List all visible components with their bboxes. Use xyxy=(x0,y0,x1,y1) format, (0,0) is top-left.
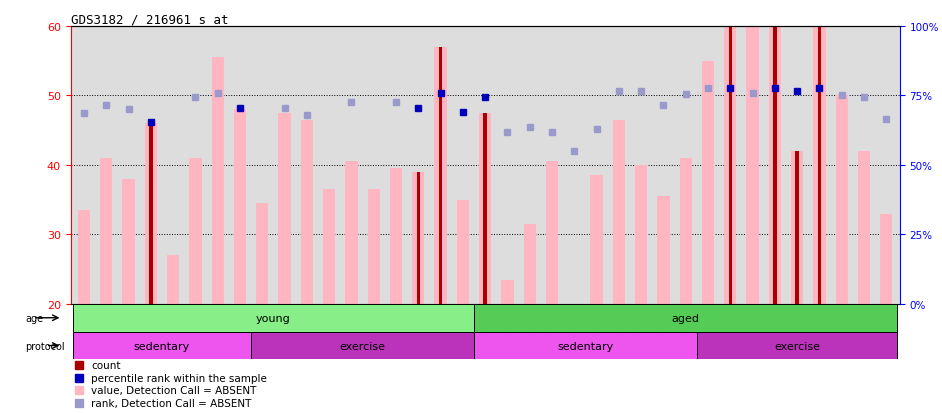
Bar xyxy=(501,280,513,304)
Bar xyxy=(474,304,898,332)
Bar xyxy=(612,121,625,304)
Bar xyxy=(658,197,670,304)
Bar xyxy=(390,169,402,304)
Bar xyxy=(189,159,202,304)
Bar xyxy=(346,162,358,304)
Text: rank, Detection Call = ABSENT: rank, Detection Call = ABSENT xyxy=(91,398,252,408)
Bar xyxy=(880,214,892,304)
Text: exercise: exercise xyxy=(774,341,820,351)
Text: age: age xyxy=(25,313,43,323)
Bar xyxy=(813,27,825,304)
Bar xyxy=(122,179,135,304)
Bar xyxy=(773,27,776,304)
Bar xyxy=(483,114,487,304)
Bar xyxy=(323,190,335,304)
Bar xyxy=(300,121,313,304)
Bar xyxy=(858,152,870,304)
Bar xyxy=(279,114,291,304)
Text: young: young xyxy=(256,313,291,323)
Bar xyxy=(457,200,469,304)
Bar xyxy=(545,162,558,304)
Text: percentile rank within the sample: percentile rank within the sample xyxy=(91,373,268,383)
Bar xyxy=(635,166,647,304)
Bar xyxy=(73,304,474,332)
Text: value, Detection Call = ABSENT: value, Detection Call = ABSENT xyxy=(91,385,257,395)
Bar xyxy=(367,190,380,304)
Bar xyxy=(100,159,112,304)
Bar xyxy=(474,332,697,360)
Bar xyxy=(413,172,425,304)
Bar xyxy=(416,172,420,304)
Bar xyxy=(78,211,90,304)
Text: exercise: exercise xyxy=(339,341,385,351)
Text: aged: aged xyxy=(672,313,700,323)
Bar xyxy=(149,124,153,304)
Bar xyxy=(256,204,268,304)
Bar xyxy=(439,47,443,304)
Bar xyxy=(145,124,157,304)
Bar xyxy=(836,96,848,304)
Bar xyxy=(746,27,758,304)
Bar xyxy=(818,27,821,304)
Bar xyxy=(252,332,474,360)
Bar xyxy=(679,159,691,304)
Text: sedentary: sedentary xyxy=(558,341,613,351)
Bar xyxy=(702,62,714,304)
Text: GDS3182 / 216961_s_at: GDS3182 / 216961_s_at xyxy=(71,13,228,26)
Bar xyxy=(724,27,737,304)
Bar xyxy=(795,152,799,304)
Bar xyxy=(73,332,252,360)
Bar xyxy=(434,47,447,304)
Text: protocol: protocol xyxy=(25,341,65,351)
Bar xyxy=(591,176,603,304)
Bar xyxy=(234,110,246,304)
Bar xyxy=(167,256,179,304)
Bar xyxy=(791,152,804,304)
Bar xyxy=(728,27,732,304)
Text: count: count xyxy=(91,361,121,370)
Bar xyxy=(524,224,536,304)
Text: sedentary: sedentary xyxy=(134,341,190,351)
Bar xyxy=(769,27,781,304)
Bar xyxy=(479,114,492,304)
Bar xyxy=(697,332,898,360)
Bar xyxy=(212,58,224,304)
